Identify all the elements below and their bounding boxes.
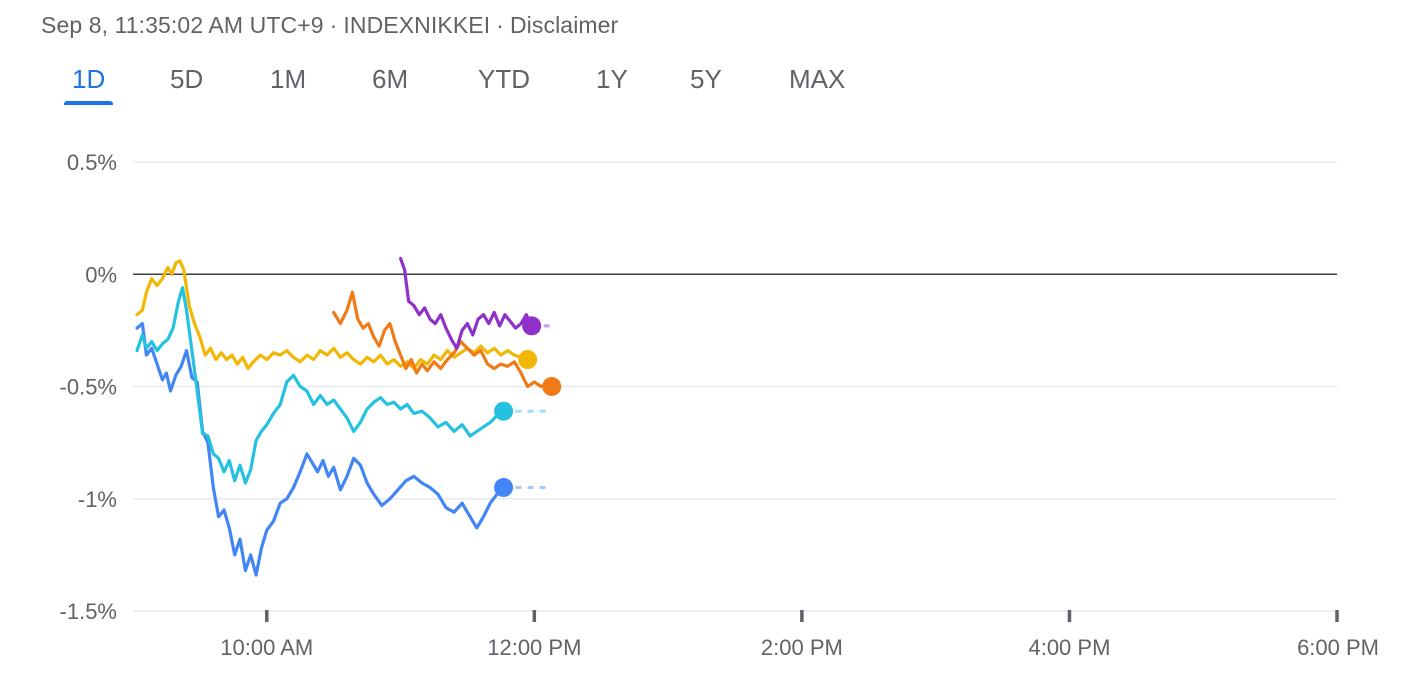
tab-1d[interactable]: 1D [63,64,114,105]
y-tick-label: -0.5% [60,375,117,400]
series-endpoint [494,401,514,421]
tab-ytd[interactable]: YTD [478,64,530,94]
timestamp: Sep 8, 11:35:02 AM UTC+9 [41,12,324,38]
x-tick-label: 10:00 AM [220,635,313,660]
tab-1y[interactable]: 1Y [596,64,628,94]
index-name: INDEXNIKKEI [343,12,491,38]
series-endpoint [494,478,514,498]
x-tick-label: 12:00 PM [487,635,581,660]
series-line [135,322,506,577]
series-endpoint [518,350,538,370]
y-tick-label: 0.5% [67,150,117,175]
series-line [399,256,534,350]
y-tick-label: 0% [85,262,117,287]
series-endpoint [542,377,562,396]
series-line [135,259,530,371]
tab-5d[interactable]: 5D [170,64,204,94]
x-tick-label: 2:00 PM [761,635,843,660]
tab-6m[interactable]: 6M [372,64,409,94]
tab-5y[interactable]: 5Y [690,64,722,94]
y-tick-label: -1.5% [60,599,117,624]
series-line [135,286,506,485]
tab-1m[interactable]: 1M [270,64,307,94]
x-tick-label: 6:00 PM [1297,635,1379,660]
disclaimer-link[interactable]: Disclaimer [509,12,619,38]
header-separator: · [496,12,504,38]
chart-header: Sep 8, 11:35:02 AM UTC+9 · INDEXNIKKEI · Dis… [41,12,618,39]
x-tick-label: 4:00 PM [1028,635,1110,660]
header-separator: · [329,12,338,38]
series-endpoint [522,316,542,336]
tab-max[interactable]: MAX [789,64,846,94]
series-line [332,290,554,389]
y-tick-label: -1% [78,487,117,512]
range-tabs: 1D 5D 1M 6M YTD 1Y 5Y MAX [0,64,1000,108]
